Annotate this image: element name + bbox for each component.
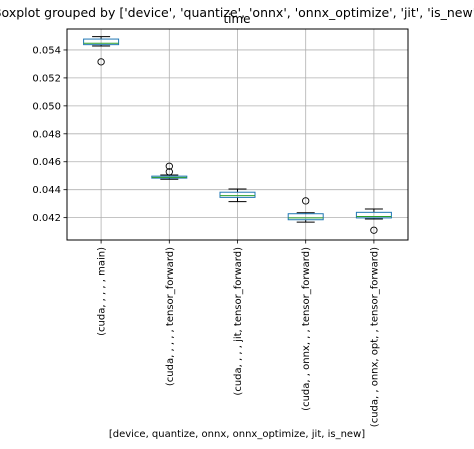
box-3 — [219, 188, 256, 203]
outlier-point — [370, 226, 378, 234]
box-body — [287, 213, 324, 221]
chart-suptitle: Boxplot grouped by ['device', 'quantize'… — [0, 5, 474, 20]
y-tick-label: 0.044 — [32, 185, 61, 196]
x-axis-label: [device, quantize, onnx, onnx_optimize, … — [109, 429, 365, 440]
outlier-point — [165, 168, 173, 176]
box-5 — [355, 208, 392, 234]
box-1 — [83, 36, 120, 66]
x-tick-label: (cuda, , onnx, , , tensor_forward) — [301, 247, 312, 411]
outlier-point — [302, 197, 310, 205]
outlier-point — [165, 162, 173, 170]
x-tick-label: (cuda, , onnx, opt, , tensor_forward) — [369, 247, 380, 427]
outlier-point — [97, 58, 105, 66]
box-body — [83, 38, 120, 46]
box-body — [219, 191, 256, 198]
y-tick-label: 0.042 — [32, 213, 61, 224]
y-tick-label: 0.048 — [32, 129, 61, 140]
y-tick-label: 0.050 — [32, 101, 61, 112]
x-tick-label: (cuda, , , , , main) — [97, 247, 108, 336]
box-4 — [287, 197, 324, 223]
y-tick-label: 0.046 — [32, 157, 61, 168]
chart-title: time — [223, 12, 250, 26]
x-tick-label: (cuda, , , , jit, tensor_forward) — [233, 247, 244, 396]
grid-lines — [67, 29, 408, 240]
y-tick-label: 0.054 — [32, 45, 61, 56]
x-tick-label: (cuda, , , , , tensor_forward) — [165, 247, 176, 386]
x-axis-ticks: (cuda, , , , , main) (cuda, , , , , tenso… — [97, 240, 380, 427]
box-series — [83, 36, 392, 234]
box-2 — [151, 162, 188, 180]
y-tick-label: 0.052 — [32, 73, 61, 84]
box-body — [355, 211, 392, 219]
y-axis-ticks: 0.042 0.044 0.046 0.048 0.050 0.052 0.054 — [32, 45, 67, 224]
